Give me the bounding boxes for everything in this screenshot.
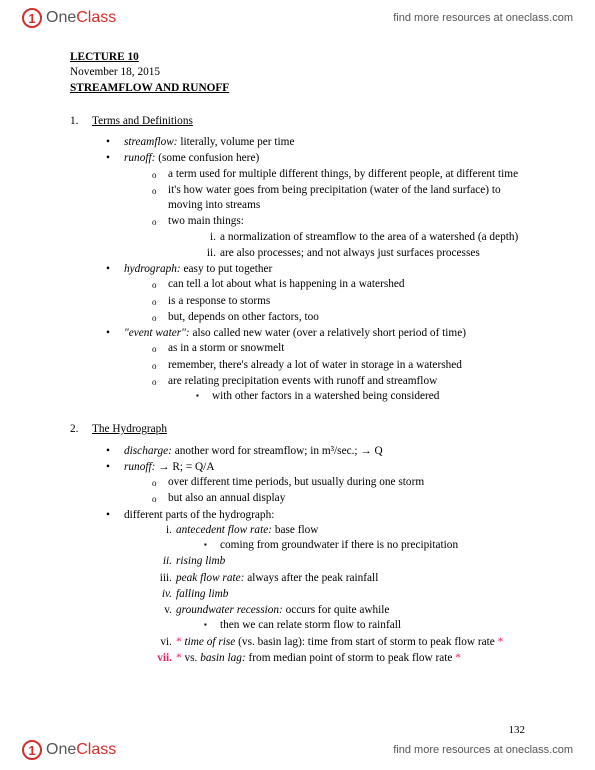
brand-icon: 1 xyxy=(22,8,42,28)
list-text: different parts of the hydrograph: xyxy=(124,509,274,521)
document-content: LECTURE 10 November 18, 2015 STREAMFLOW … xyxy=(0,32,595,666)
term: hydrograph: xyxy=(124,263,181,275)
header-bar: 1 OneClass find more resources at onecla… xyxy=(0,0,595,32)
list-item: discharge: another word for streamflow; … xyxy=(106,444,525,459)
sub-item: remember, there's already a lot of water… xyxy=(152,358,525,373)
square-list: then we can relate storm flow to rainfal… xyxy=(204,618,525,633)
definition: always after the peak rainfall xyxy=(244,572,378,584)
sub-item-text: two main things: xyxy=(168,215,244,227)
sub-item: but, depends on other factors, too xyxy=(152,310,525,325)
term: discharge: xyxy=(124,445,172,457)
section-2-list: discharge: another word for streamflow; … xyxy=(106,444,525,667)
definition: occurs for quite awhile xyxy=(283,604,390,616)
lecture-title: LECTURE 10 xyxy=(70,50,525,65)
roman-item: iii.peak flow rate: always after the pea… xyxy=(152,571,525,586)
term: time of rise xyxy=(184,636,235,648)
sub-item: a term used for multiple different thing… xyxy=(152,167,525,182)
lecture-date: November 18, 2015 xyxy=(70,65,525,80)
page-number: 132 xyxy=(509,724,526,736)
term: runoff: xyxy=(124,152,155,164)
sub-list: as in a storm or snowmelt remember, ther… xyxy=(152,341,525,404)
section-1-list: streamflow: literally, volume per time r… xyxy=(106,135,525,404)
roman-item: ii.rising limb xyxy=(152,554,525,569)
sub-list: a term used for multiple different thing… xyxy=(152,167,525,262)
term: runoff: xyxy=(124,461,155,473)
section-1-heading: 1.Terms and Definitions xyxy=(70,114,525,129)
roman-item: i.a normalization of streamflow to the a… xyxy=(196,230,525,245)
sub-item: it's how water goes from being precipita… xyxy=(152,183,525,214)
roman-item: ii.are also processes; and not always ju… xyxy=(196,246,525,261)
brand-logo-footer: 1 OneClass xyxy=(22,740,116,760)
section-2-title: The Hydrograph xyxy=(92,423,167,435)
term: antecedent flow rate: xyxy=(176,524,272,536)
pre-text: vs. xyxy=(184,652,200,664)
brand-text-one: One xyxy=(46,9,76,27)
definition: literally, volume per time xyxy=(178,136,295,148)
header-link[interactable]: find more resources at oneclass.com xyxy=(393,12,573,24)
definition: (vs. basin lag): time from start of stor… xyxy=(235,636,497,648)
roman-item: vi.* time of rise (vs. basin lag): time … xyxy=(152,635,525,650)
list-item: streamflow: literally, volume per time xyxy=(106,135,525,150)
list-item: hydrograph: easy to put together can tel… xyxy=(106,262,525,325)
sub-item: two main things: i.a normalization of st… xyxy=(152,214,525,261)
sub-item: is a response to storms xyxy=(152,294,525,309)
definition: easy to put together xyxy=(181,263,273,275)
term: streamflow: xyxy=(124,136,178,148)
sub-item: can tell a lot about what is happening i… xyxy=(152,277,525,292)
term: peak flow rate: xyxy=(176,572,244,584)
definition: (some confusion here) xyxy=(155,152,259,164)
section-1-number: 1. xyxy=(70,114,92,129)
definition: another word for streamflow; in m³/sec.;… xyxy=(172,445,383,457)
highlight-star: * xyxy=(455,652,461,664)
list-item: "event water": also called new water (ov… xyxy=(106,326,525,404)
sub-item-text: are relating precipitation events with r… xyxy=(168,375,437,387)
definition: from median point of storm to peak flow … xyxy=(246,652,456,664)
brand-icon: 1 xyxy=(22,740,42,760)
sub-item: as in a storm or snowmelt xyxy=(152,341,525,356)
section-1-title: Terms and Definitions xyxy=(92,115,193,127)
roman-item: v.groundwater recession: occurs for quit… xyxy=(152,603,525,634)
section-2-heading: 2.The Hydrograph xyxy=(70,422,525,437)
roman-list: i.a normalization of streamflow to the a… xyxy=(196,230,525,262)
sub-list: over different time periods, but usually… xyxy=(152,475,525,507)
term: groundwater recession: xyxy=(176,604,283,616)
list-item: runoff: → R; = Q/A over different time p… xyxy=(106,460,525,507)
roman-list: i.antecedent flow rate: base flow coming… xyxy=(152,523,525,666)
sub-list: can tell a lot about what is happening i… xyxy=(152,277,525,325)
square-list: with other factors in a watershed being … xyxy=(196,389,525,404)
definition: → R; = Q/A xyxy=(155,461,214,473)
list-item: runoff: (some confusion here) a term use… xyxy=(106,151,525,261)
lecture-topic: STREAMFLOW AND RUNOFF xyxy=(70,81,525,96)
square-item: then we can relate storm flow to rainfal… xyxy=(204,618,525,633)
term: "event water": xyxy=(124,327,190,339)
footer-link[interactable]: find more resources at oneclass.com xyxy=(393,744,573,756)
brand-text-one: One xyxy=(46,741,76,759)
roman-numeral-highlight: vii. xyxy=(152,651,172,666)
square-item: with other factors in a watershed being … xyxy=(196,389,525,404)
sub-item: are relating precipitation events with r… xyxy=(152,374,525,405)
square-list: coming from groundwater if there is no p… xyxy=(204,538,525,553)
term: basin lag: xyxy=(200,652,246,664)
brand-logo: 1 OneClass xyxy=(22,8,116,28)
sub-item: over different time periods, but usually… xyxy=(152,475,525,490)
highlight-star: * xyxy=(498,636,504,648)
roman-text: are also processes; and not always just … xyxy=(220,247,480,259)
term: falling limb xyxy=(176,588,228,600)
roman-item: iv.falling limb xyxy=(152,587,525,602)
section-2-number: 2. xyxy=(70,422,92,437)
square-item: coming from groundwater if there is no p… xyxy=(204,538,525,553)
roman-text: a normalization of streamflow to the are… xyxy=(220,231,518,243)
definition: base flow xyxy=(272,524,318,536)
definition: also called new water (over a relatively… xyxy=(190,327,466,339)
term: rising limb xyxy=(176,555,225,567)
footer-bar: 1 OneClass find more resources at onecla… xyxy=(0,736,595,764)
sub-item: but also an annual display xyxy=(152,491,525,506)
list-item: different parts of the hydrograph: i.ant… xyxy=(106,508,525,667)
brand-text-class: Class xyxy=(76,9,116,27)
roman-item: i.antecedent flow rate: base flow coming… xyxy=(152,523,525,554)
brand-text-class: Class xyxy=(76,741,116,759)
roman-item: vii. * vs. basin lag: from median point o… xyxy=(152,651,525,666)
